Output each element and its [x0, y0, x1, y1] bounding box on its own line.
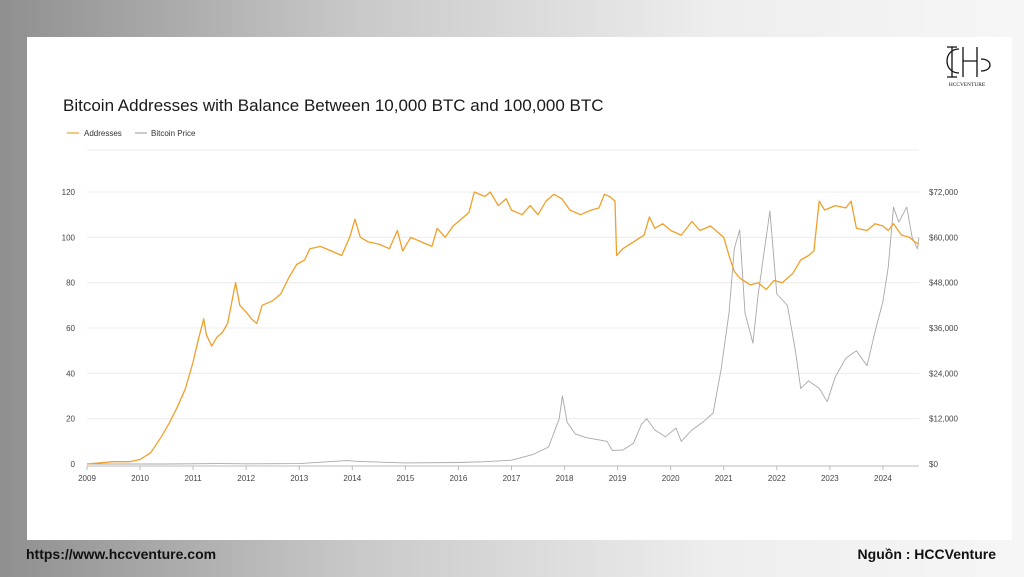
x-tick-label: 2014: [343, 474, 361, 483]
legend: Addresses Bitcoin Price: [67, 129, 196, 138]
y-right-tick-label: $12,000: [929, 415, 958, 424]
y-left-tick-label: 0: [71, 460, 76, 469]
x-tick-label: 2020: [662, 474, 680, 483]
y-right-tick-label: $72,000: [929, 188, 958, 197]
chart-card: Bitcoin Addresses with Balance Between 1…: [27, 37, 1012, 540]
series-lines: [86, 191, 920, 465]
y-left-tick-label: 100: [62, 233, 76, 242]
chart: Bitcoin Addresses with Balance Between 1…: [62, 96, 959, 483]
y-right-tick-label: $24,000: [929, 369, 958, 378]
chart-title: Bitcoin Addresses with Balance Between 1…: [63, 96, 604, 115]
y-right-tick-label: $36,000: [929, 324, 958, 333]
y-left-tick-label: 80: [66, 279, 75, 288]
x-tick-label: 2013: [290, 474, 308, 483]
logo-mark-icon: [946, 46, 991, 78]
hccventure-logo: HCCVENTURE: [946, 46, 991, 88]
x-tick-label: 2015: [396, 474, 414, 483]
x-tick-label: 2016: [450, 474, 468, 483]
series-line-bitcoin-price: [87, 206, 920, 465]
y-right-axis: $0 $12,000 $24,000 $36,000 $48,000 $60,000 $72…: [929, 188, 958, 469]
y-left-tick-label: 20: [66, 415, 75, 424]
x-tick-label: 2009: [78, 474, 96, 483]
y-right-tick-label: $48,000: [929, 279, 958, 288]
y-left-tick-label: 60: [66, 324, 75, 333]
x-tick-label: 2017: [503, 474, 521, 483]
x-tick-label: 2019: [609, 474, 627, 483]
y-right-tick-label: $60,000: [929, 233, 958, 242]
legend-label-bitcoin-price[interactable]: Bitcoin Price: [151, 129, 196, 138]
logo-text: HCCVENTURE: [949, 82, 986, 88]
grid: [87, 149, 919, 467]
x-tick-label: 2024: [874, 474, 892, 483]
legend-label-addresses[interactable]: Addresses: [84, 129, 122, 138]
y-left-tick-label: 120: [62, 188, 76, 197]
y-right-tick-label: $0: [929, 460, 938, 469]
x-tick-label: 2011: [185, 474, 203, 483]
series-line-addresses: [86, 191, 920, 465]
footer-url[interactable]: https://www.hccventure.com: [26, 546, 217, 562]
footer-source: Nguồn : HCCVenture: [857, 546, 996, 562]
y-left-axis: 0 20 40 60 80 100 120: [62, 188, 76, 469]
x-tick-label: 2018: [556, 474, 574, 483]
x-axis: 2009 2010 2011 2012 2013 2014 2015 2016 2017 2018…: [78, 466, 892, 483]
x-tick-label: 2010: [131, 474, 149, 483]
y-left-tick-label: 40: [66, 369, 75, 378]
x-tick-label: 2023: [821, 474, 839, 483]
x-tick-label: 2021: [715, 474, 733, 483]
x-tick-label: 2022: [768, 474, 786, 483]
x-tick-label: 2012: [237, 474, 255, 483]
